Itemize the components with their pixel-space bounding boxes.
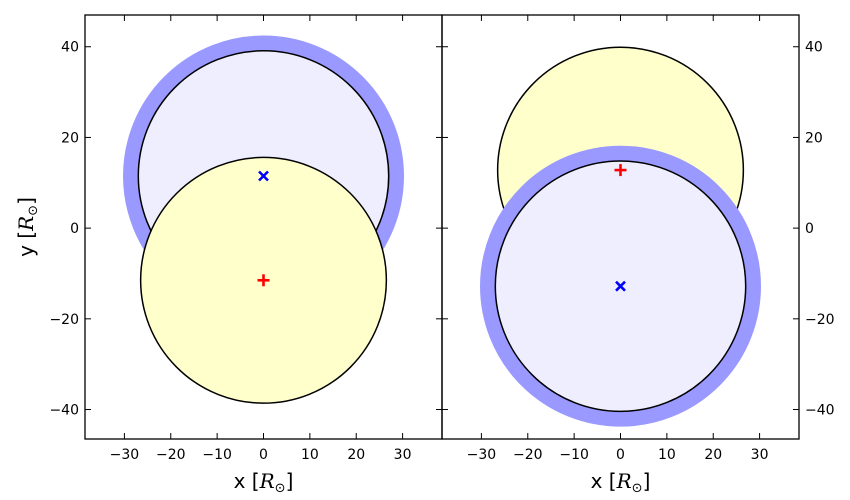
y-tick-label: −20 <box>49 312 79 328</box>
y-axis-label: y [R⊙] <box>14 197 41 257</box>
y-tick-label: −40 <box>805 403 835 419</box>
left-panel: −30 −20 −10 0 10 20 30 −40 −20 0 20 40 x [R⊙] y [R⊙… <box>14 14 443 496</box>
y-tick-label: 0 <box>70 221 79 237</box>
x-tick-label: 0 <box>259 447 268 463</box>
red-plus-marker <box>257 274 270 287</box>
x-tick-label: 20 <box>347 447 365 463</box>
y-tick-label: 40 <box>61 40 79 56</box>
x-tick-label: 20 <box>704 447 722 463</box>
y-tick-label: 0 <box>805 221 814 237</box>
x-tick-label: 0 <box>616 447 625 463</box>
x-tick-label: −20 <box>513 447 543 463</box>
red-plus-marker <box>614 164 627 177</box>
y-tick-label: −40 <box>49 403 79 419</box>
x-axis-label-left: x [R⊙] <box>234 469 294 496</box>
x-tick-label: 30 <box>394 447 412 463</box>
y-tick-label: 20 <box>61 130 79 146</box>
x-tick-label: −30 <box>110 447 140 463</box>
blue-x-marker <box>615 280 626 292</box>
blue-star-halo <box>480 145 761 427</box>
y-tick-label: 40 <box>805 40 823 56</box>
x-tick-label: −10 <box>559 447 589 463</box>
x-tick-label: −20 <box>156 447 186 463</box>
x-axis-label-right: x [R⊙] <box>591 469 651 496</box>
y-tick-label: 20 <box>805 130 823 146</box>
x-tick-label: −30 <box>467 447 497 463</box>
y-tick-label: −20 <box>805 312 835 328</box>
blue-x-marker <box>258 170 269 182</box>
x-tick-label: −10 <box>202 447 232 463</box>
x-tick-label: 10 <box>658 447 676 463</box>
right-panel: −30 −20 −10 0 10 20 30 −40 −20 0 20 40 x [R⊙] <box>441 14 835 496</box>
x-tick-label: 30 <box>751 447 769 463</box>
x-tick-label: 10 <box>301 447 319 463</box>
